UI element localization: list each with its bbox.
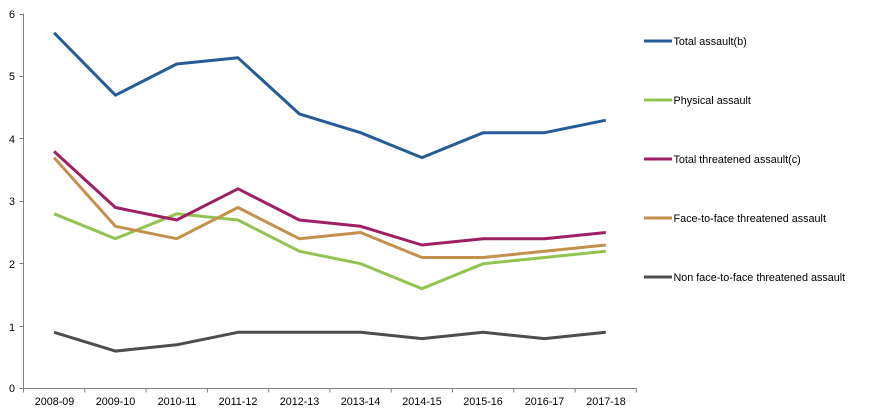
svg-text:2010-11: 2010-11 — [158, 396, 197, 408]
svg-text:Total threatened assault(c): Total threatened assault(c) — [674, 154, 801, 166]
svg-text:2014-15: 2014-15 — [402, 396, 442, 408]
svg-text:Total assault(b): Total assault(b) — [674, 36, 747, 48]
svg-text:2008-09: 2008-09 — [35, 396, 75, 408]
svg-text:4: 4 — [9, 134, 15, 146]
svg-text:2017-18: 2017-18 — [586, 396, 626, 408]
svg-text:2016-17: 2016-17 — [525, 396, 565, 408]
svg-text:2: 2 — [9, 259, 15, 271]
svg-text:6: 6 — [9, 9, 15, 21]
svg-text:2012-13: 2012-13 — [280, 396, 320, 408]
svg-text:3: 3 — [9, 196, 15, 208]
svg-text:1: 1 — [9, 322, 15, 334]
svg-text:Face-to-face threatened assaul: Face-to-face threatened assault — [674, 213, 826, 225]
svg-text:2011-12: 2011-12 — [219, 396, 258, 408]
svg-text:2015-16: 2015-16 — [463, 396, 503, 408]
svg-text:Physical assault: Physical assault — [674, 95, 751, 107]
svg-text:2009-10: 2009-10 — [96, 396, 136, 408]
svg-text:0: 0 — [9, 383, 15, 395]
svg-text:Non face-to-face threatened as: Non face-to-face threatened assault — [674, 272, 846, 284]
svg-text:5: 5 — [9, 71, 15, 83]
svg-text:2013-14: 2013-14 — [341, 396, 381, 408]
